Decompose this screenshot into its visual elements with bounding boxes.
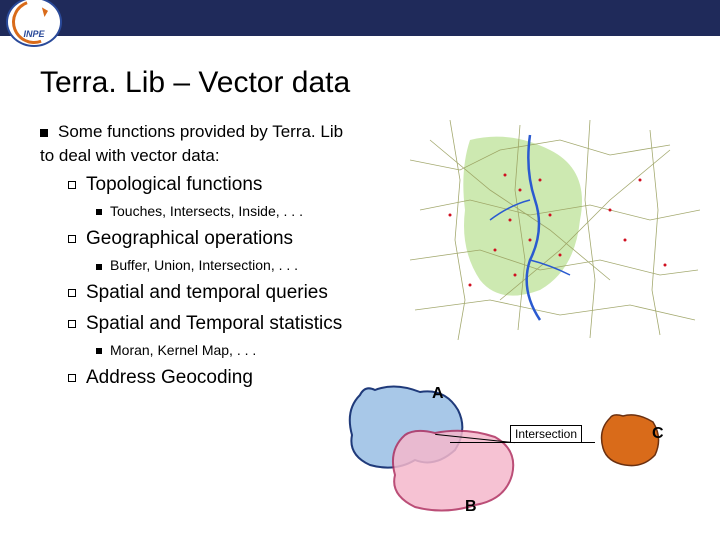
inpe-logo: INPE (6, 0, 62, 47)
label-c: C (652, 425, 664, 443)
intersection-diagram: A B C Intersection (300, 370, 680, 520)
item-geographical-sub: Buffer, Union, Intersection, . . . (96, 256, 410, 276)
intro-line-1: Some functions provided by Terra. Lib (40, 120, 410, 144)
logo-text: INPE (23, 29, 44, 39)
region-b-shape (380, 425, 520, 515)
item-topological-sub: Touches, Intersects, Inside, . . . (96, 202, 410, 222)
item-st-queries: Spatial and temporal queries (68, 280, 410, 307)
slide-title: Terra. Lib – Vector data (40, 66, 720, 100)
label-b: B (465, 498, 477, 516)
label-a: A (432, 385, 444, 403)
map-illustration (410, 120, 700, 340)
item-topological: Topological functions (68, 172, 410, 199)
content-area: Some functions provided by Terra. Lib to… (0, 120, 720, 391)
header-bar: INPE (0, 0, 720, 36)
item-st-stats: Spatial and Temporal statistics (68, 311, 410, 338)
item-st-stats-sub: Moran, Kernel Map, . . . (96, 341, 410, 361)
label-intersection: Intersection (510, 425, 582, 443)
intro-line-2: to deal with vector data: (40, 144, 410, 168)
text-column: Some functions provided by Terra. Lib to… (40, 120, 410, 391)
item-geographical: Geographical operations (68, 226, 410, 253)
